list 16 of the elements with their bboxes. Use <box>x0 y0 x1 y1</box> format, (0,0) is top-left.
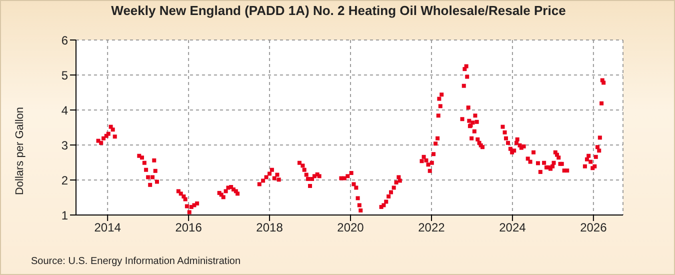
x-tick-label: 2016 <box>175 220 202 235</box>
y-tick-label: 1 <box>61 208 68 222</box>
y-tick-label: 2 <box>61 173 68 188</box>
y-axis-title: Dollars per Gallon <box>14 106 26 196</box>
y-tick-label: 4 <box>61 103 68 118</box>
x-tick-label: 2018 <box>256 220 284 235</box>
x-tick-label: 2026 <box>580 220 608 235</box>
source-note: Source: U.S. Energy Information Administration <box>31 256 241 267</box>
chart-title: Weekly New England (PADD 1A) No. 2 Heating Oil Wholesale/Resale Price <box>110 3 567 18</box>
x-tick-label: 2020 <box>337 220 364 235</box>
y-tick-label: 3 <box>61 138 68 152</box>
x-tick-label: 2022 <box>418 220 446 235</box>
x-tick-label: 2014 <box>94 220 122 235</box>
y-tick-label: 6 <box>61 33 68 48</box>
x-tick-label: 2024 <box>499 220 526 235</box>
y-tick-label: 5 <box>61 68 68 82</box>
